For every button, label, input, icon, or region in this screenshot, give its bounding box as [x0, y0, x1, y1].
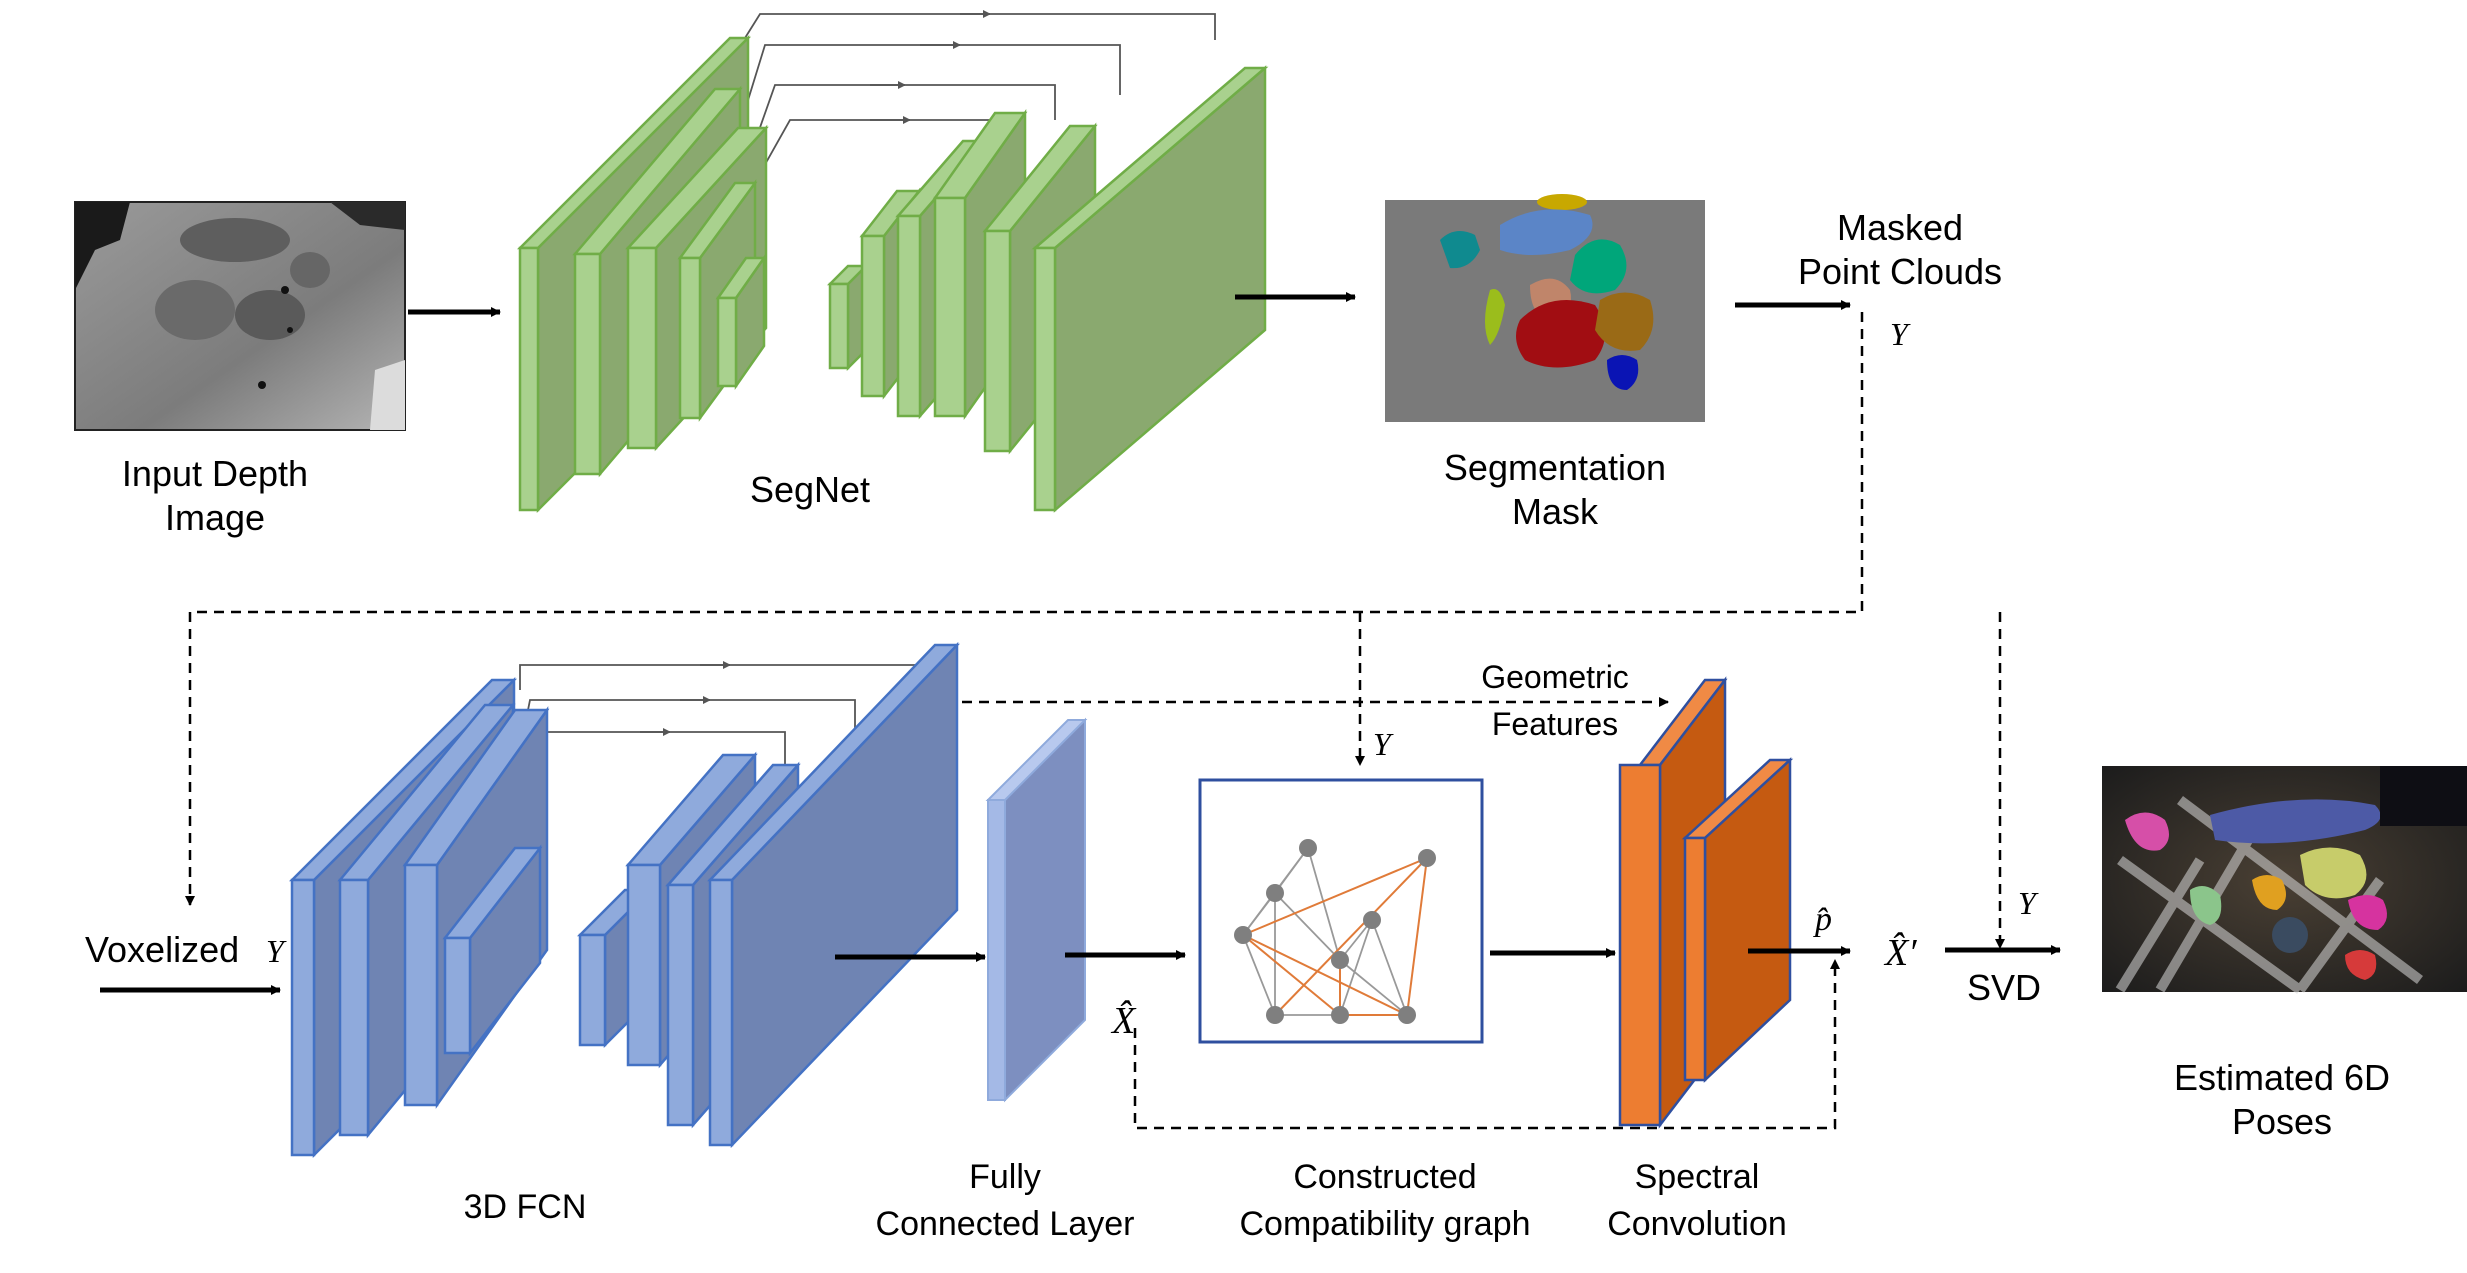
x-hat-symbol: X̂ — [1110, 1000, 1137, 1042]
voxelized-label: Voxelized — [85, 929, 239, 970]
geo-label-2: Features — [1492, 706, 1618, 742]
svd-label: SVD — [1967, 967, 2041, 1008]
y-symbol-svd: Y — [2018, 885, 2039, 921]
segmentation-mask-image — [1385, 194, 1705, 422]
y-symbol-top: Y — [1890, 316, 1911, 352]
segnet-layer — [715, 254, 767, 390]
spectral-convolution — [1618, 676, 1794, 1129]
est-label-2: Poses — [2232, 1101, 2332, 1142]
fcn3d-layer — [442, 844, 543, 1057]
estimated-poses-image — [2102, 766, 2467, 995]
seg-mask-label-1: Segmentation — [1444, 447, 1666, 488]
masked-label-1: Masked — [1837, 207, 1963, 248]
segnet-layer — [826, 262, 870, 372]
est-label-1: Estimated 6D — [2174, 1057, 2390, 1098]
fc-label-1: Fully — [969, 1158, 1041, 1196]
segnet-network — [516, 10, 1269, 514]
p-hat-symbol: p̂ — [1813, 901, 1832, 938]
y-symbol-graph: Y — [1373, 726, 1394, 762]
spectral-label-2: Convolution — [1607, 1205, 1787, 1243]
fcn3d-layer — [707, 641, 960, 1149]
y-symbol-voxelized: Y — [266, 933, 287, 969]
fcn3d-label: 3D FCN — [464, 1188, 587, 1226]
x-hat-prime-symbol: X̂′ — [1883, 932, 1917, 974]
graph-label-1: Constructed — [1293, 1158, 1476, 1196]
fully-connected-layer — [985, 717, 1088, 1103]
y-distribution-lines — [185, 312, 2005, 1130]
masked-label-2: Point Clouds — [1798, 251, 2002, 292]
input-depth-label-2: Image — [165, 497, 265, 538]
seg-mask-label-2: Mask — [1512, 491, 1599, 532]
input-depth-image — [74, 201, 406, 431]
segnet-layer — [1031, 65, 1269, 513]
input-depth-label-1: Input Depth — [122, 453, 308, 494]
graph-label-2: Compatibility graph — [1239, 1205, 1530, 1243]
fc-label-2: Connected Layer — [876, 1205, 1135, 1243]
fcn3d-network — [288, 641, 960, 1159]
segnet-label: SegNet — [750, 469, 870, 510]
compatibility-graph — [1198, 778, 1484, 1044]
geo-label-1: Geometric — [1481, 659, 1629, 695]
spectral-label-1: Spectral — [1635, 1158, 1760, 1196]
